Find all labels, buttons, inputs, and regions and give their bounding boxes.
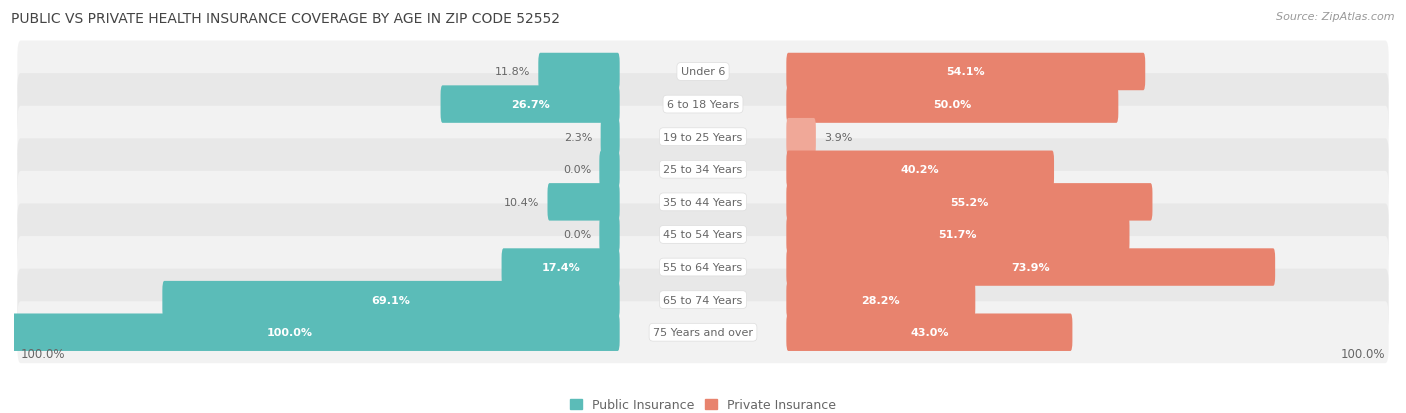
Text: 55 to 64 Years: 55 to 64 Years bbox=[664, 262, 742, 273]
Text: 26.7%: 26.7% bbox=[510, 100, 550, 110]
Text: 17.4%: 17.4% bbox=[541, 262, 581, 273]
Text: 0.0%: 0.0% bbox=[564, 165, 592, 175]
FancyBboxPatch shape bbox=[17, 301, 1389, 363]
Text: 6 to 18 Years: 6 to 18 Years bbox=[666, 100, 740, 110]
FancyBboxPatch shape bbox=[17, 204, 1389, 266]
Text: 3.9%: 3.9% bbox=[824, 132, 852, 142]
FancyBboxPatch shape bbox=[0, 314, 620, 351]
FancyBboxPatch shape bbox=[786, 216, 1129, 254]
Text: 0.0%: 0.0% bbox=[564, 230, 592, 240]
Text: 25 to 34 Years: 25 to 34 Years bbox=[664, 165, 742, 175]
Text: 54.1%: 54.1% bbox=[946, 67, 986, 77]
FancyBboxPatch shape bbox=[786, 314, 1073, 351]
Text: 2.3%: 2.3% bbox=[564, 132, 593, 142]
Text: 55.2%: 55.2% bbox=[950, 197, 988, 207]
FancyBboxPatch shape bbox=[786, 281, 976, 318]
FancyBboxPatch shape bbox=[502, 249, 620, 286]
FancyBboxPatch shape bbox=[786, 86, 1118, 123]
FancyBboxPatch shape bbox=[440, 86, 620, 123]
Text: 65 to 74 Years: 65 to 74 Years bbox=[664, 295, 742, 305]
FancyBboxPatch shape bbox=[600, 119, 620, 156]
Text: Under 6: Under 6 bbox=[681, 67, 725, 77]
Text: 100.0%: 100.0% bbox=[267, 328, 312, 337]
Text: Source: ZipAtlas.com: Source: ZipAtlas.com bbox=[1277, 12, 1395, 22]
Text: 10.4%: 10.4% bbox=[505, 197, 540, 207]
Text: 69.1%: 69.1% bbox=[371, 295, 411, 305]
FancyBboxPatch shape bbox=[786, 151, 1054, 189]
Text: 11.8%: 11.8% bbox=[495, 67, 530, 77]
Text: 75 Years and over: 75 Years and over bbox=[652, 328, 754, 337]
FancyBboxPatch shape bbox=[17, 139, 1389, 201]
Text: 19 to 25 Years: 19 to 25 Years bbox=[664, 132, 742, 142]
Text: 50.0%: 50.0% bbox=[934, 100, 972, 110]
Text: 51.7%: 51.7% bbox=[939, 230, 977, 240]
FancyBboxPatch shape bbox=[599, 216, 620, 254]
Text: 28.2%: 28.2% bbox=[862, 295, 900, 305]
Text: 73.9%: 73.9% bbox=[1011, 262, 1050, 273]
FancyBboxPatch shape bbox=[17, 74, 1389, 136]
Text: 100.0%: 100.0% bbox=[21, 347, 65, 360]
Text: 40.2%: 40.2% bbox=[901, 165, 939, 175]
Text: 100.0%: 100.0% bbox=[1341, 347, 1385, 360]
FancyBboxPatch shape bbox=[162, 281, 620, 318]
FancyBboxPatch shape bbox=[599, 151, 620, 189]
Text: 43.0%: 43.0% bbox=[910, 328, 949, 337]
FancyBboxPatch shape bbox=[786, 54, 1146, 91]
Text: 45 to 54 Years: 45 to 54 Years bbox=[664, 230, 742, 240]
FancyBboxPatch shape bbox=[17, 269, 1389, 331]
FancyBboxPatch shape bbox=[786, 249, 1275, 286]
Legend: Public Insurance, Private Insurance: Public Insurance, Private Insurance bbox=[565, 393, 841, 413]
FancyBboxPatch shape bbox=[17, 41, 1389, 103]
FancyBboxPatch shape bbox=[17, 237, 1389, 298]
FancyBboxPatch shape bbox=[17, 107, 1389, 168]
FancyBboxPatch shape bbox=[547, 184, 620, 221]
FancyBboxPatch shape bbox=[538, 54, 620, 91]
Text: PUBLIC VS PRIVATE HEALTH INSURANCE COVERAGE BY AGE IN ZIP CODE 52552: PUBLIC VS PRIVATE HEALTH INSURANCE COVER… bbox=[11, 12, 560, 26]
FancyBboxPatch shape bbox=[786, 119, 815, 156]
FancyBboxPatch shape bbox=[17, 171, 1389, 233]
Text: 35 to 44 Years: 35 to 44 Years bbox=[664, 197, 742, 207]
FancyBboxPatch shape bbox=[786, 184, 1153, 221]
